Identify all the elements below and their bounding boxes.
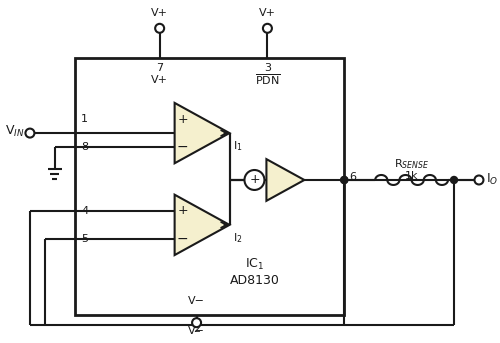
Text: 7: 7 [156,63,163,73]
Circle shape [155,24,164,33]
Text: R$_{SENSE}$: R$_{SENSE}$ [394,157,430,171]
Text: 6: 6 [349,172,356,182]
Text: +: + [178,113,188,126]
Text: V$_{IN}$: V$_{IN}$ [6,123,25,139]
Text: V+: V+ [151,75,168,85]
Text: 1: 1 [82,114,88,124]
Text: I$_2$: I$_2$ [234,231,243,245]
Text: I$_O$: I$_O$ [486,172,498,187]
Text: 1k: 1k [405,171,418,181]
Text: V+: V+ [259,8,276,18]
Polygon shape [266,159,304,201]
Text: $\overline{\rm PDN}$: $\overline{\rm PDN}$ [254,73,280,87]
Text: −: − [177,140,188,154]
Text: AD8130: AD8130 [230,274,280,287]
Text: 4: 4 [82,206,88,216]
Text: V−: V− [188,326,205,336]
Circle shape [341,177,347,184]
Text: 3: 3 [264,63,271,73]
Polygon shape [174,103,230,163]
Text: +: + [249,173,260,186]
Text: +: + [178,204,188,217]
Circle shape [450,177,458,184]
Circle shape [192,318,201,327]
Text: −: − [177,232,188,246]
Text: 2: 2 [193,324,200,334]
Polygon shape [174,195,230,255]
Text: V−: V− [188,296,205,306]
Text: I$_1$: I$_1$ [234,139,243,153]
Text: IC$_1$: IC$_1$ [245,257,264,272]
Circle shape [26,129,35,138]
Text: 5: 5 [82,234,88,244]
Circle shape [474,176,484,185]
Bar [75,58,344,315]
Circle shape [341,177,347,184]
Circle shape [263,24,272,33]
Text: V+: V+ [151,8,168,18]
Text: 8: 8 [82,142,88,152]
Circle shape [244,170,264,190]
